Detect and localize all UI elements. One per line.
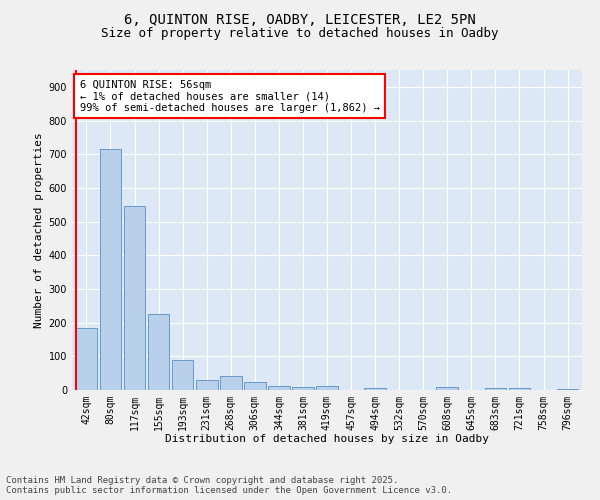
Bar bbox=[172, 360, 193, 390]
Bar bbox=[485, 388, 506, 390]
Text: 6 QUINTON RISE: 56sqm
← 1% of detached houses are smaller (14)
99% of semi-detac: 6 QUINTON RISE: 56sqm ← 1% of detached h… bbox=[80, 80, 380, 113]
Text: 6, QUINTON RISE, OADBY, LEICESTER, LE2 5PN: 6, QUINTON RISE, OADBY, LEICESTER, LE2 5… bbox=[124, 12, 476, 26]
Text: Contains HM Land Registry data © Crown copyright and database right 2025.
Contai: Contains HM Land Registry data © Crown c… bbox=[6, 476, 452, 495]
Bar bbox=[244, 382, 266, 390]
Text: Size of property relative to detached houses in Oadby: Size of property relative to detached ho… bbox=[101, 28, 499, 40]
Bar bbox=[316, 386, 338, 390]
Bar bbox=[364, 388, 386, 390]
Bar bbox=[100, 149, 121, 390]
Bar bbox=[196, 380, 218, 390]
Bar bbox=[292, 388, 314, 390]
Bar bbox=[76, 328, 97, 390]
Bar bbox=[268, 386, 290, 390]
Bar bbox=[220, 376, 242, 390]
Y-axis label: Number of detached properties: Number of detached properties bbox=[34, 132, 44, 328]
Bar bbox=[509, 388, 530, 390]
Bar bbox=[124, 206, 145, 390]
Bar bbox=[436, 388, 458, 390]
Bar bbox=[148, 314, 169, 390]
X-axis label: Distribution of detached houses by size in Oadby: Distribution of detached houses by size … bbox=[165, 434, 489, 444]
